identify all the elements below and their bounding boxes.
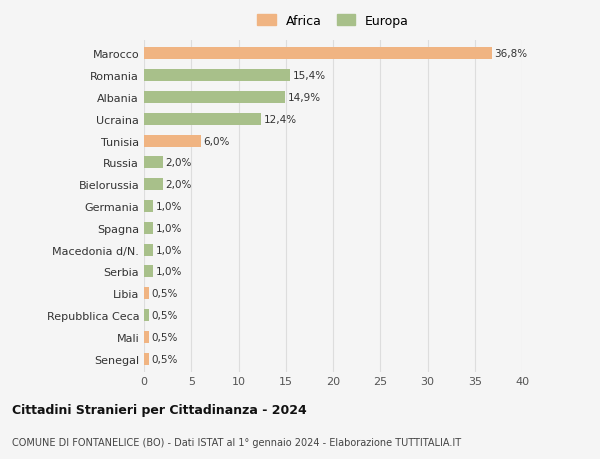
Text: 1,0%: 1,0% [156, 245, 182, 255]
Text: 0,5%: 0,5% [152, 354, 178, 364]
Text: 1,0%: 1,0% [156, 267, 182, 277]
Bar [144, 353, 149, 365]
Bar [144, 92, 285, 104]
Bar [144, 48, 492, 60]
Text: 2,0%: 2,0% [166, 180, 192, 190]
Bar [144, 201, 154, 213]
Text: 2,0%: 2,0% [166, 158, 192, 168]
Text: COMUNE DI FONTANELICE (BO) - Dati ISTAT al 1° gennaio 2024 - Elaborazione TUTTIT: COMUNE DI FONTANELICE (BO) - Dati ISTAT … [12, 437, 461, 447]
Text: 0,5%: 0,5% [152, 310, 178, 320]
Bar [144, 70, 290, 82]
Bar [144, 179, 163, 191]
Bar [144, 287, 149, 299]
Bar [144, 331, 149, 343]
Bar [144, 244, 154, 256]
Bar [144, 266, 154, 278]
Text: 1,0%: 1,0% [156, 223, 182, 233]
Text: 1,0%: 1,0% [156, 202, 182, 212]
Bar [144, 113, 261, 126]
Legend: Africa, Europa: Africa, Europa [253, 11, 413, 32]
Text: 12,4%: 12,4% [264, 115, 297, 124]
Bar [144, 222, 154, 234]
Text: 15,4%: 15,4% [292, 71, 325, 81]
Text: 0,5%: 0,5% [152, 289, 178, 298]
Text: 36,8%: 36,8% [494, 50, 528, 59]
Text: Cittadini Stranieri per Cittadinanza - 2024: Cittadini Stranieri per Cittadinanza - 2… [12, 403, 307, 416]
Text: 0,5%: 0,5% [152, 332, 178, 342]
Bar [144, 135, 200, 147]
Bar [144, 157, 163, 169]
Text: 6,0%: 6,0% [203, 136, 230, 146]
Text: 14,9%: 14,9% [287, 93, 321, 103]
Bar [144, 309, 149, 321]
